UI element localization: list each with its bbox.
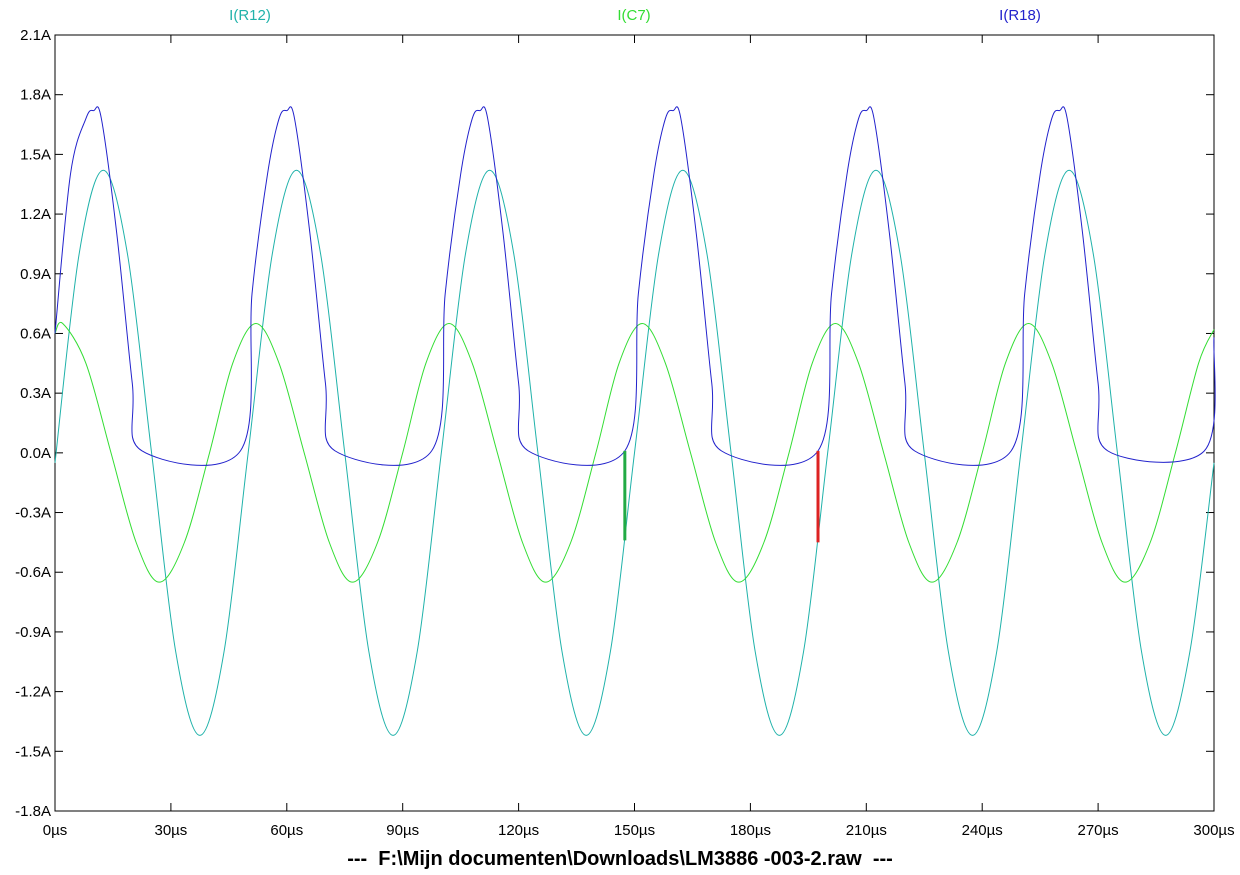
x-tick-label: 30µs [154,822,187,839]
x-tick-label: 0µs [43,822,68,839]
legend-entry-3[interactable]: I(R18) [999,7,1041,24]
file-title: --- F:\Mijn documenten\Downloads\LM3886 … [347,848,893,870]
y-tick-label: -1.5A [15,743,51,760]
y-tick-label: 0.3A [20,385,51,402]
x-tick-label: 90µs [386,822,419,839]
x-tick-label: 270µs [1078,822,1119,839]
series-group [54,106,1216,736]
x-tick-label: 180µs [730,822,771,839]
y-tick-label: 0.0A [20,445,51,462]
plot-frame [54,34,1215,812]
y-tick-label: 0.9A [20,266,51,283]
y-tick-label: 1.8A [20,87,51,104]
legend-entry-2[interactable]: I(C7) [617,7,650,24]
y-tick-label: -1.8A [15,803,51,820]
y-tick-label: -1.2A [15,684,51,701]
series-line-3 [54,106,1216,466]
x-tick-label: 120µs [498,822,539,839]
series-line-2 [54,321,1215,583]
x-tick-label: 150µs [614,822,655,839]
y-tick-label: 1.2A [20,206,51,223]
y-tick-label: 1.5A [20,146,51,163]
y-tick-label: 0.6A [20,325,51,342]
x-tick-label: 210µs [846,822,887,839]
y-tick-label: -0.3A [15,505,51,522]
cursor-group[interactable] [623,450,820,543]
legend-entry-1[interactable]: I(R12) [229,7,271,24]
axes: 2.1A 1.8A 1.5A 1.2A 0.9A 0.6A 0.3A 0.0A -0.3A -0.… [15,27,1234,839]
series-line-1 [54,169,1215,736]
x-tick-label: 240µs [962,822,1003,839]
y-tick-label: 2.1A [20,27,51,44]
legend: I(R12) I(C7) I(R18) [229,7,1041,24]
x-tick-label: 300µs [1193,822,1234,839]
x-tick-label: 60µs [270,822,303,839]
y-tick-label: -0.9A [15,624,51,641]
y-tick-label: -0.6A [15,564,51,581]
